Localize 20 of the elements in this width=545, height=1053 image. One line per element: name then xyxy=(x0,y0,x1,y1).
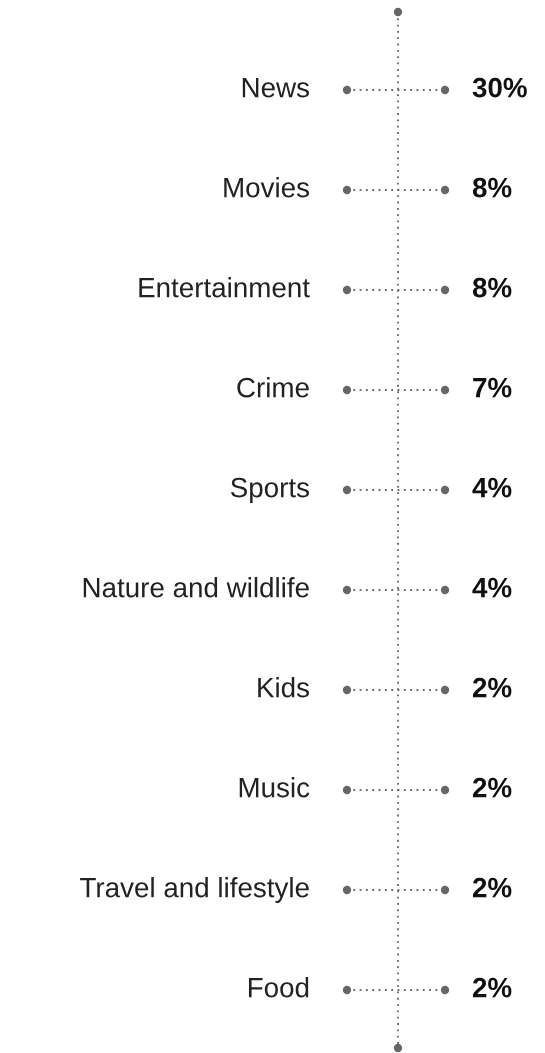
category-label: Nature and wildlife xyxy=(83,577,309,598)
data-label: 30% xyxy=(472,77,527,98)
category-label: Crime xyxy=(237,377,309,398)
category-label: Entertainment xyxy=(139,277,310,298)
data-label: 2% xyxy=(472,777,512,798)
data-label: 7% xyxy=(473,377,512,398)
data-label: 8% xyxy=(472,277,512,298)
data-label: 4% xyxy=(472,577,512,598)
category-label: Travel and lifestyle xyxy=(80,877,309,903)
category-label: Kids xyxy=(258,677,309,698)
category-label: Movies xyxy=(224,177,309,198)
category-label: Sports xyxy=(230,477,309,503)
data-label: 4% xyxy=(472,477,512,498)
category-label: Music xyxy=(239,777,310,798)
data-label: 8% xyxy=(472,177,512,198)
data-label: 2% xyxy=(472,677,512,698)
category-label: Food xyxy=(248,977,309,998)
data-label: 2% xyxy=(472,877,512,898)
category-label: News xyxy=(242,78,309,98)
data-label: 2% xyxy=(472,977,512,998)
